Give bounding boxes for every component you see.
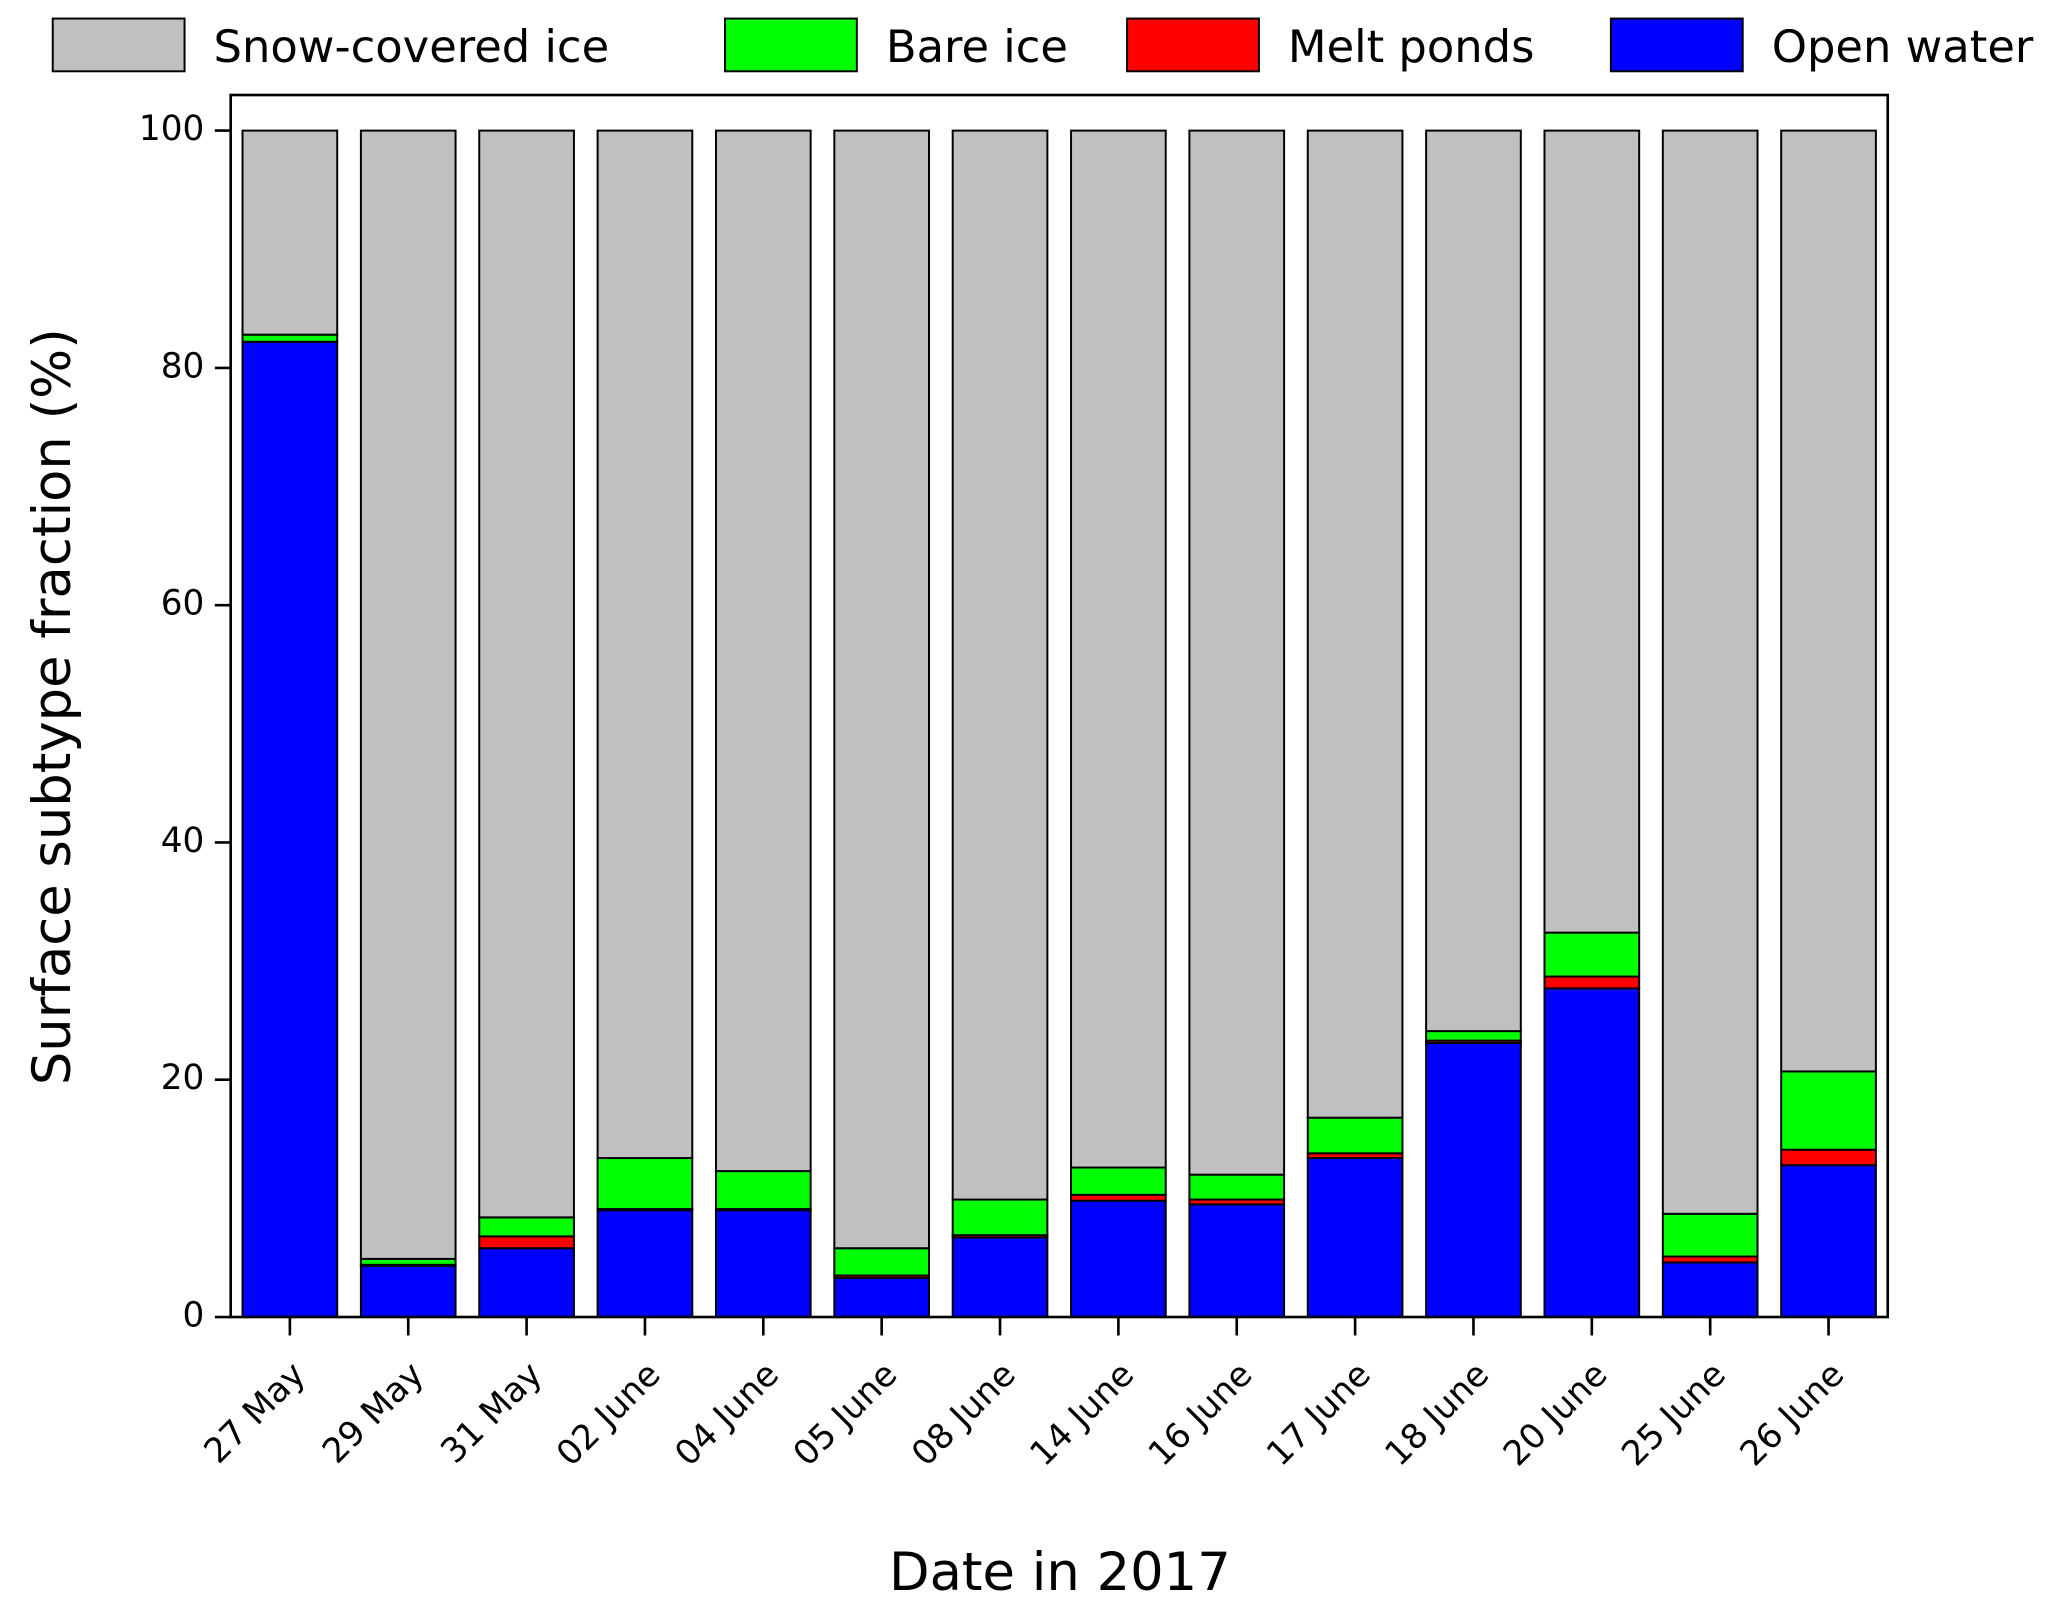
bar-segment xyxy=(833,1276,930,1319)
x-tick-label: 14 June xyxy=(1022,1355,1142,1475)
bar-segment xyxy=(1543,931,1641,978)
bar-segment xyxy=(596,1209,694,1319)
bar-segment xyxy=(1188,129,1286,1176)
bar-segment xyxy=(1780,1070,1877,1151)
x-tick-label: 29 May xyxy=(315,1355,432,1472)
x-tick-label: 27 May xyxy=(197,1355,314,1472)
bar-segment xyxy=(1070,1199,1167,1319)
bar-segment xyxy=(951,1198,1049,1237)
bar-segment xyxy=(1661,129,1759,1215)
x-tick-label: 25 June xyxy=(1614,1355,1734,1475)
bar-segment xyxy=(714,1209,812,1319)
x-tick-label: 26 June xyxy=(1733,1355,1853,1475)
bar-segment xyxy=(1780,1164,1877,1319)
x-tick-label: 04 June xyxy=(667,1355,787,1475)
y-tick-label: 80 xyxy=(161,346,205,386)
y-tick-label: 20 xyxy=(161,1058,205,1098)
x-tick-label: 20 June xyxy=(1496,1355,1616,1475)
bar-segment xyxy=(596,1157,694,1211)
bar-segment xyxy=(1306,1157,1404,1319)
legend-swatch xyxy=(1609,17,1744,73)
bar-segment xyxy=(1306,129,1404,1119)
bar-segment xyxy=(241,333,339,343)
bar-segment xyxy=(951,129,1049,1201)
bar-segment xyxy=(1306,1116,1404,1155)
y-axis-label: Surface subtype fraction (%) xyxy=(22,328,83,1085)
legend-swatch xyxy=(51,17,186,73)
bar-segment xyxy=(714,1170,812,1211)
bar-segment xyxy=(478,129,575,1219)
bar-segment xyxy=(1188,1173,1286,1201)
bar-segment xyxy=(833,129,930,1250)
bar-segment xyxy=(1780,129,1877,1073)
x-tick-label: 17 June xyxy=(1259,1355,1379,1475)
bar-segment xyxy=(596,129,694,1160)
legend-swatch xyxy=(1126,17,1260,73)
x-tick-label: 16 June xyxy=(1141,1355,1261,1475)
bar-segment xyxy=(478,1216,575,1238)
bar-segment xyxy=(241,129,339,336)
legend-label: Bare ice xyxy=(886,20,1068,73)
bar-segment xyxy=(1425,1030,1522,1042)
y-tick-label: 0 xyxy=(183,1296,205,1336)
bar-segment xyxy=(951,1236,1049,1319)
legend-label: Open water xyxy=(1772,20,2034,73)
bar-segment xyxy=(1543,975,1641,990)
legend-swatch xyxy=(724,17,858,73)
x-axis-label: Date in 2017 xyxy=(889,1542,1231,1603)
bar-segment xyxy=(833,1247,930,1277)
y-tick-label: 40 xyxy=(161,821,205,861)
bar-segment xyxy=(359,129,457,1260)
bar-segment xyxy=(1543,129,1641,934)
x-tick-label: 05 June xyxy=(786,1355,906,1475)
bar-segment xyxy=(1425,1041,1522,1319)
x-tick-label: 08 June xyxy=(904,1355,1024,1475)
bar-segment xyxy=(1661,1212,1759,1258)
legend-label: Snow-covered ice xyxy=(214,20,610,73)
x-tick-label: 02 June xyxy=(549,1355,669,1475)
bar-segment xyxy=(1661,1261,1759,1319)
plot-frame xyxy=(229,93,1890,1319)
x-tick-label: 18 June xyxy=(1378,1355,1498,1475)
bar-segment xyxy=(1070,1166,1167,1196)
bar-segment xyxy=(1543,987,1641,1319)
y-tick-label: 100 xyxy=(139,109,204,149)
bar-segment xyxy=(714,129,812,1173)
bar-segment xyxy=(241,340,339,1319)
bar-segment xyxy=(1425,129,1522,1033)
bar-segment xyxy=(478,1247,575,1319)
bar-segment xyxy=(359,1265,457,1319)
x-tick-label: 31 May xyxy=(433,1355,550,1472)
y-tick-label: 60 xyxy=(161,584,205,624)
legend-label: Melt ponds xyxy=(1288,20,1535,73)
bar-segment xyxy=(1780,1148,1877,1167)
bar-segment xyxy=(478,1235,575,1250)
bar-segment xyxy=(1188,1203,1286,1319)
bar-segment xyxy=(1070,129,1167,1169)
